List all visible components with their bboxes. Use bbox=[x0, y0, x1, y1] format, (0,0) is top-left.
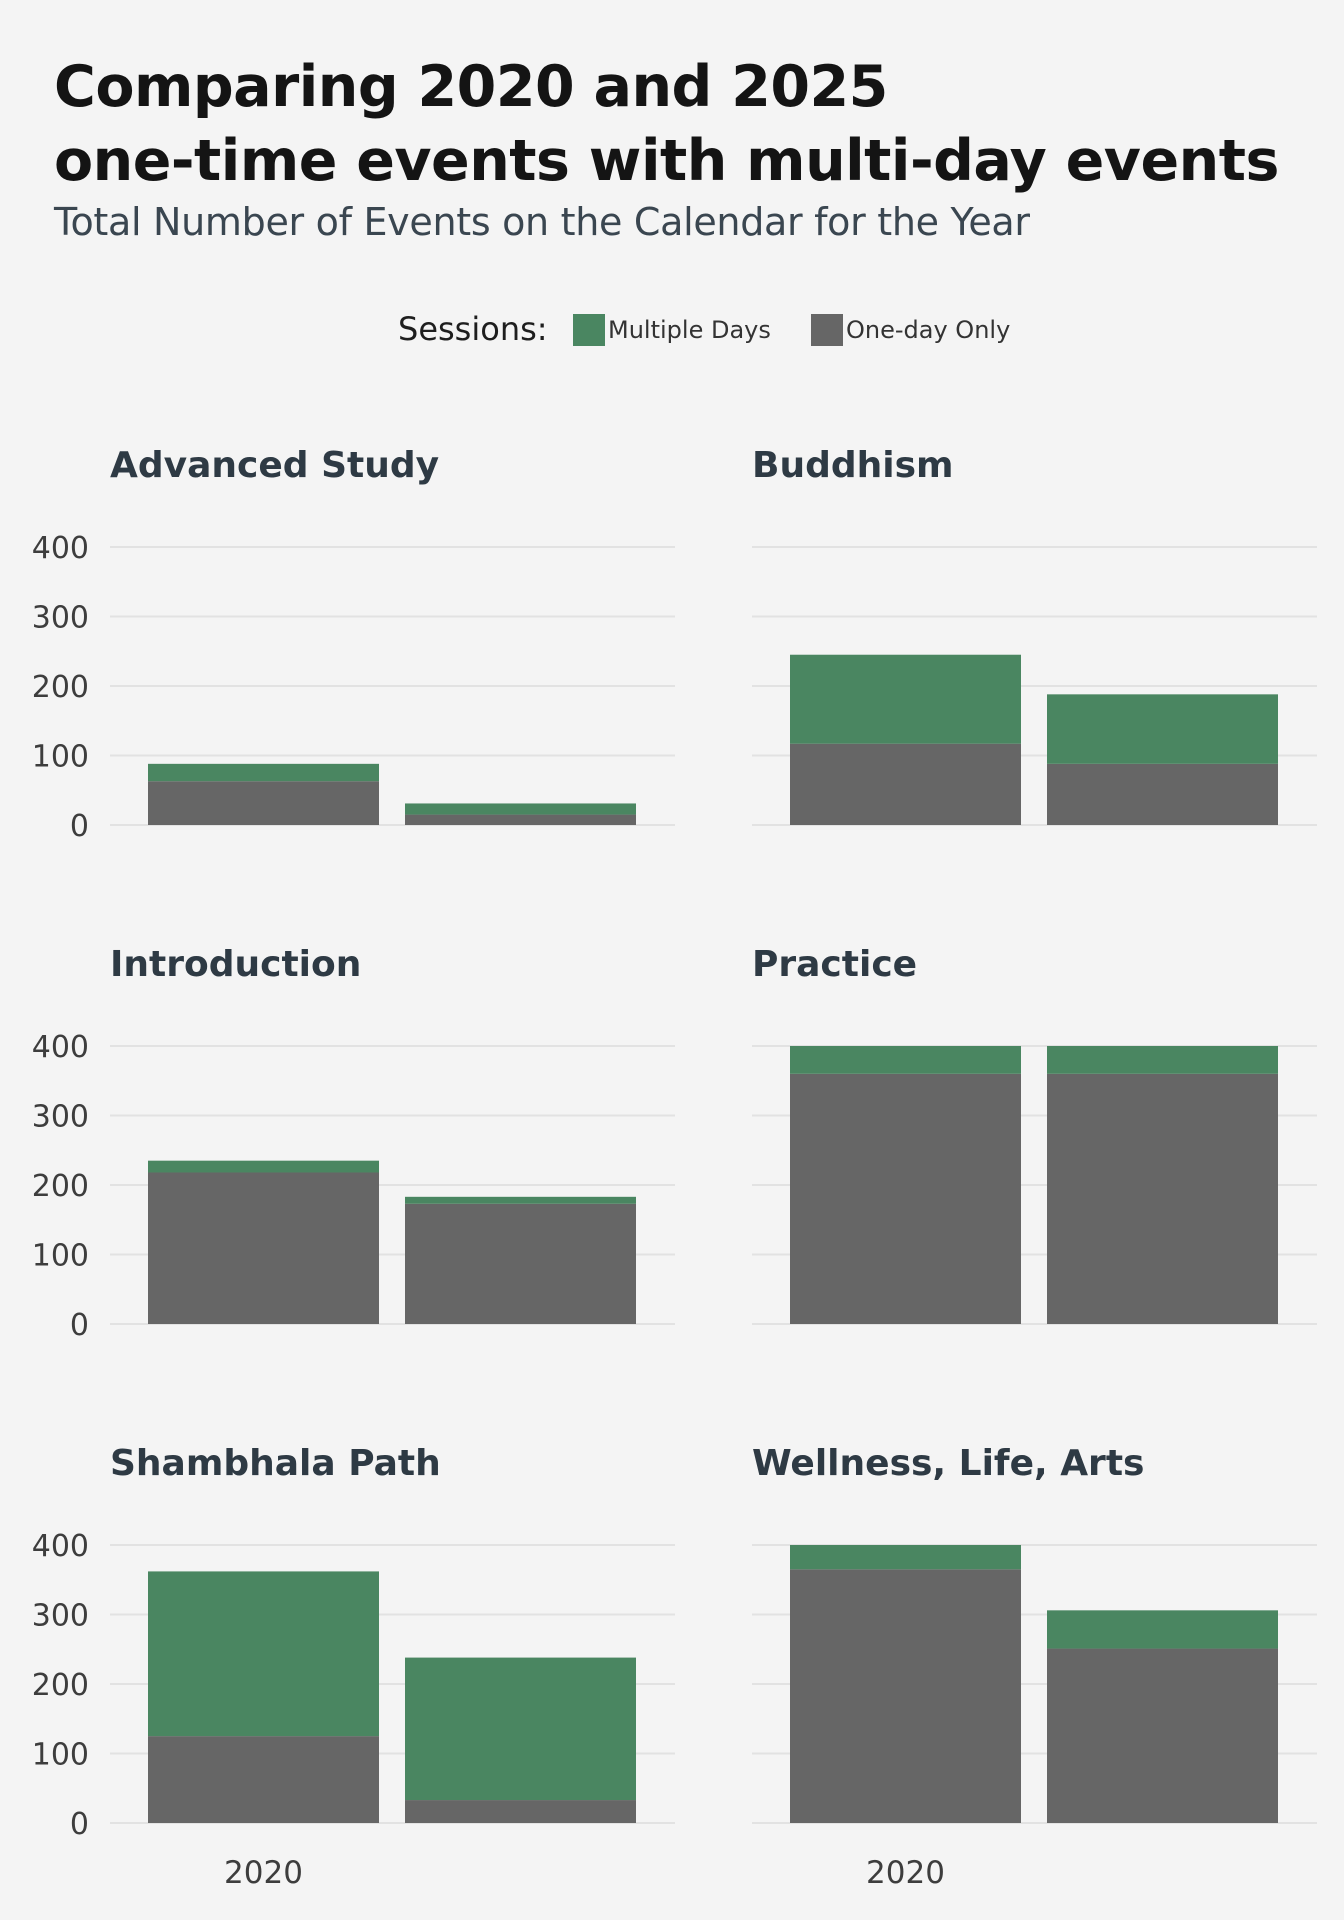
y-tick-label-advanced-study-400: 400 bbox=[32, 531, 89, 566]
facet-title-wellness-life-arts: Wellness, Life, Arts bbox=[752, 1443, 1144, 1484]
y-tick-label-introduction-200: 200 bbox=[32, 1169, 89, 1204]
y-tick-label-introduction-0: 0 bbox=[70, 1308, 89, 1343]
facet-title-introduction: Introduction bbox=[110, 944, 361, 985]
bar-buddhism-2025-multiple-days bbox=[1047, 694, 1278, 764]
x-tick-label-wellness-life-arts: 2020 bbox=[866, 1855, 945, 1891]
bar-introduction-2025-one-day-only bbox=[405, 1203, 636, 1324]
bar-advanced-study-2020-multiple-days bbox=[148, 763, 379, 782]
bar-introduction-2025-multiple-days bbox=[405, 1196, 636, 1204]
legend-label-multiple-days: Multiple Days bbox=[608, 316, 771, 344]
bar-shambhala-path-2020-multiple-days bbox=[148, 1571, 379, 1737]
bar-wellness-life-arts-2020-multiple-days bbox=[790, 1545, 1021, 1570]
chart-title-line-1: Comparing 2020 and 2025 bbox=[54, 54, 888, 120]
y-tick-label-shambhala-path-0: 0 bbox=[70, 1807, 89, 1842]
legend-title: Sessions: bbox=[398, 310, 548, 348]
bar-wellness-life-arts-2020-one-day-only bbox=[790, 1569, 1021, 1823]
y-tick-label-shambhala-path-300: 300 bbox=[32, 1599, 89, 1634]
facet-title-practice: Practice bbox=[752, 944, 917, 985]
facet-title-shambhala-path: Shambhala Path bbox=[110, 1443, 441, 1484]
x-tick-label-shambhala-path: 2020 bbox=[224, 1855, 303, 1891]
bar-practice-2025-one-day-only bbox=[1047, 1073, 1278, 1324]
bar-buddhism-2025-one-day-only bbox=[1047, 763, 1278, 825]
bar-practice-2020-one-day-only bbox=[790, 1073, 1021, 1324]
y-tick-label-advanced-study-300: 300 bbox=[32, 601, 89, 636]
facet-title-buddhism: Buddhism bbox=[752, 445, 954, 486]
bar-shambhala-path-2020-one-day-only bbox=[148, 1736, 379, 1823]
y-tick-label-advanced-study-200: 200 bbox=[32, 670, 89, 705]
bar-introduction-2020-one-day-only bbox=[148, 1172, 379, 1324]
y-tick-label-introduction-300: 300 bbox=[32, 1100, 89, 1135]
y-tick-label-shambhala-path-200: 200 bbox=[32, 1668, 89, 1703]
bar-shambhala-path-2025-multiple-days bbox=[405, 1657, 636, 1801]
bar-practice-2020-multiple-days bbox=[790, 1046, 1021, 1074]
legend: Sessions: Multiple Days One-day Only bbox=[0, 306, 1344, 356]
bar-advanced-study-2025-one-day-only bbox=[405, 814, 636, 825]
y-tick-label-shambhala-path-100: 100 bbox=[32, 1738, 89, 1773]
y-tick-label-shambhala-path-400: 400 bbox=[32, 1529, 89, 1564]
y-tick-label-introduction-100: 100 bbox=[32, 1239, 89, 1274]
chart-subtitle: Total Number of Events on the Calendar f… bbox=[54, 200, 1030, 244]
legend-swatch-one-day-only bbox=[811, 314, 843, 346]
y-tick-label-advanced-study-0: 0 bbox=[70, 809, 89, 844]
legend-label-one-day-only: One-day Only bbox=[846, 316, 1011, 344]
bar-introduction-2020-multiple-days bbox=[148, 1160, 379, 1173]
bar-wellness-life-arts-2025-multiple-days bbox=[1047, 1610, 1278, 1649]
legend-swatch-multiple-days bbox=[573, 314, 605, 346]
chart-title-line-2: one-time events with multi-day events bbox=[54, 128, 1279, 194]
y-tick-label-introduction-400: 400 bbox=[32, 1030, 89, 1065]
chart-title: Comparing 2020 and 2025 one-time events … bbox=[54, 50, 1279, 198]
facet-title-advanced-study: Advanced Study bbox=[110, 445, 439, 486]
bar-advanced-study-2020-one-day-only bbox=[148, 781, 379, 825]
bar-wellness-life-arts-2025-one-day-only bbox=[1047, 1648, 1278, 1823]
bar-practice-2025-multiple-days bbox=[1047, 1046, 1278, 1074]
bar-shambhala-path-2025-one-day-only bbox=[405, 1800, 636, 1823]
y-tick-label-advanced-study-100: 100 bbox=[32, 740, 89, 775]
bar-buddhism-2020-multiple-days bbox=[790, 654, 1021, 744]
bar-advanced-study-2025-multiple-days bbox=[405, 803, 636, 815]
bar-buddhism-2020-one-day-only bbox=[790, 743, 1021, 825]
